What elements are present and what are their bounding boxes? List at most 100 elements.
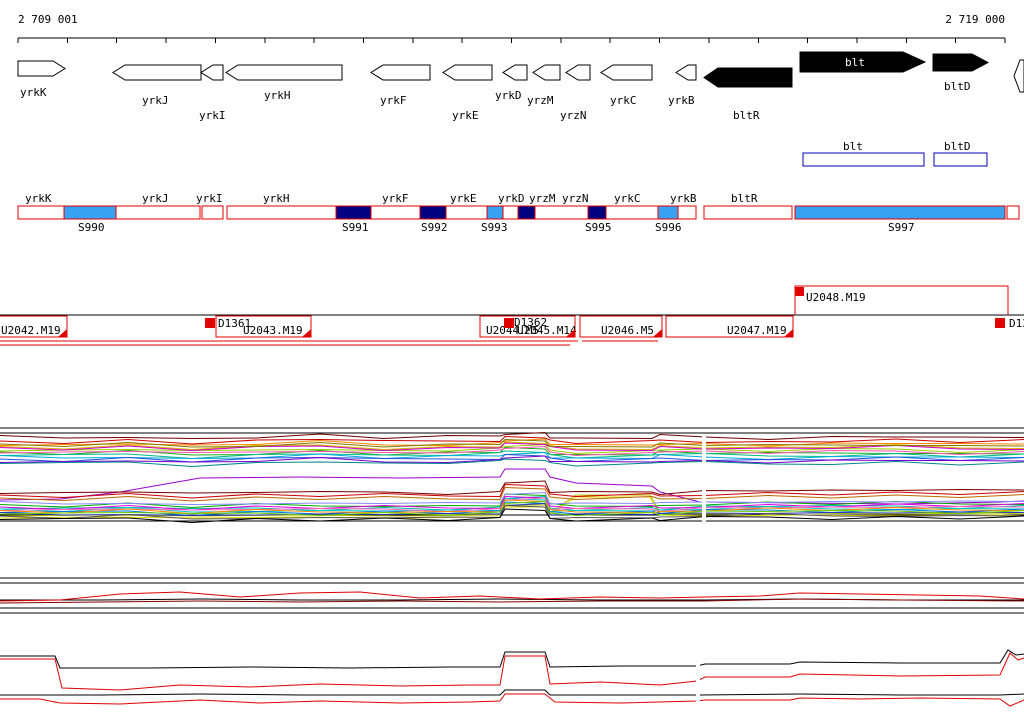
segment-box-10[interactable] <box>502 205 519 220</box>
segment-box-8[interactable] <box>445 205 488 220</box>
gene-arrow-yrkB[interactable] <box>675 64 697 81</box>
ratio-track-2-series-2 <box>0 689 1024 696</box>
gene-label-bltR: bltR <box>733 109 760 122</box>
gene-arrow-yrkJ[interactable] <box>112 64 202 81</box>
segment-gene-label-yrkK: yrkK <box>25 192 52 205</box>
probe-end-flag <box>566 329 575 337</box>
segment-gene-label-yrkJ: yrkJ <box>142 192 169 205</box>
expression-profiles-series-10 <box>0 442 1024 452</box>
expression-profiles-series-7 <box>0 451 1024 461</box>
gene-label-yrzM: yrzM <box>527 94 554 107</box>
segment-box-16[interactable] <box>677 205 697 220</box>
gene-arrow-yrzN[interactable] <box>565 64 591 81</box>
segment-gene-label-bltR: bltR <box>731 192 758 205</box>
probe-label-U2047.M19: U2047.M19 <box>727 324 787 337</box>
probe-box-U2047.M19[interactable] <box>665 315 794 338</box>
expression-profiles-series-28 <box>0 504 1024 520</box>
marker-box-D1361[interactable] <box>205 318 215 328</box>
segment-gene-label-yrkF: yrkF <box>382 192 409 205</box>
gene-label-bltD: bltD <box>944 80 971 93</box>
gene-arrow-yrkC[interactable] <box>600 64 653 81</box>
gene-arrow-yrzM[interactable] <box>532 64 561 81</box>
ratio-track-2-series-1 <box>0 652 1024 691</box>
expression-profiles-series-1 <box>0 435 1024 445</box>
clone-label-bltD: bltD <box>944 140 971 153</box>
clone-label-blt: blt <box>843 140 863 153</box>
gene-arrow-blt[interactable] <box>799 51 927 73</box>
probe-box-U2046.M5[interactable] <box>579 315 663 338</box>
elevated-probe-line <box>794 285 1009 315</box>
expression-profiles-series-25 <box>0 497 1024 513</box>
probe-label-U2043.M19: U2043.M19 <box>243 324 303 337</box>
probe-box-U2042.M19[interactable] <box>0 315 68 338</box>
probe-end-flag <box>653 329 662 337</box>
ruler-end-coordinate: 2 719 000 <box>945 13 1005 26</box>
probe-box-U2043.M19[interactable] <box>215 315 312 338</box>
probe-box-U2044.M5[interactable] <box>479 315 576 338</box>
probe-label-U2044.M5: U2044.M5 <box>486 324 539 337</box>
expression-profiles-series-5 <box>0 446 1024 456</box>
gene-arrow-yrkE[interactable] <box>442 64 493 81</box>
segment-label-S996: S996 <box>655 221 682 234</box>
clone-box-bltD[interactable] <box>933 152 988 167</box>
segment-box-15[interactable] <box>657 205 679 220</box>
segment-box-17[interactable] <box>703 205 793 220</box>
probe-label-U2042.M19: U2042.M19 <box>1 324 61 337</box>
segment-box-3[interactable] <box>201 205 224 220</box>
segment-box-11[interactable] <box>517 205 536 220</box>
expression-profiles-series-12 <box>0 438 1024 448</box>
segment-gene-label-yrzM: yrzM <box>529 192 556 205</box>
expression-profiles-series-30 <box>0 491 1024 506</box>
probe-end-flag <box>784 329 793 337</box>
clone-box-blt[interactable] <box>802 152 925 167</box>
gene-arrow-bltR[interactable] <box>703 67 793 88</box>
gene-arrow-yrkI[interactable] <box>200 64 224 81</box>
segment-box-5[interactable] <box>335 205 372 220</box>
segment-label-S990: S990 <box>78 221 105 234</box>
marker-box-D1362[interactable] <box>504 318 514 328</box>
elevated-probe-flag[interactable] <box>795 287 804 296</box>
probe-label-U2046.M5: U2046.M5 <box>601 324 654 337</box>
segment-box-7[interactable] <box>419 205 447 220</box>
gene-arrow-gene-fragment-right[interactable] <box>1013 59 1024 93</box>
ratio-track-2-series-0 <box>0 649 1024 669</box>
segment-gene-label-yrkC: yrkC <box>614 192 641 205</box>
segment-gene-label-yrkI: yrkI <box>196 192 223 205</box>
ratio-track-1-series-1 <box>0 598 1024 604</box>
expression-profiles-series-0 <box>0 431 1024 441</box>
gene-label-yrzN: yrzN <box>560 109 587 122</box>
segment-box-19[interactable] <box>1006 205 1020 220</box>
expression-profiles-series-2 <box>0 438 1024 447</box>
marker-label-D1362: D1362 <box>514 316 547 329</box>
gene-label-yrkI: yrkI <box>199 109 226 122</box>
probe-label-U2048.M19: U2048.M19 <box>806 291 866 304</box>
expression-profiles-series-9 <box>0 455 1024 464</box>
gene-arrow-yrkK[interactable] <box>17 60 66 77</box>
segment-box-0[interactable] <box>17 205 65 220</box>
segment-gene-label-yrkD: yrkD <box>498 192 525 205</box>
segment-gene-label-yrkE: yrkE <box>450 192 477 205</box>
gene-arrow-bltD[interactable] <box>932 53 990 72</box>
gene-arrow-yrkD[interactable] <box>502 64 528 81</box>
segment-box-13[interactable] <box>587 205 607 220</box>
segment-box-6[interactable] <box>370 205 421 220</box>
segment-box-18[interactable] <box>794 205 1006 220</box>
expression-profiles-series-18 <box>0 480 1024 496</box>
marker-label-D136: D136 <box>1009 317 1024 330</box>
segment-box-2[interactable] <box>115 205 201 220</box>
gene-label-yrkC: yrkC <box>610 94 637 107</box>
segment-box-1[interactable] <box>63 205 117 220</box>
segment-box-9[interactable] <box>486 205 504 220</box>
segment-gene-label-yrkH: yrkH <box>263 192 290 205</box>
ruler-start-coordinate: 2 709 001 <box>18 13 78 26</box>
gene-label-blt: blt <box>845 56 865 69</box>
segment-box-14[interactable] <box>605 205 659 220</box>
gene-arrow-yrkH[interactable] <box>225 64 343 81</box>
marker-box-D136[interactable] <box>995 318 1005 328</box>
probe-end-flag <box>302 329 311 337</box>
segment-box-4[interactable] <box>226 205 337 220</box>
segment-box-12[interactable] <box>534 205 589 220</box>
gene-arrow-yrkF[interactable] <box>370 64 431 81</box>
expression-profiles-series-3 <box>0 441 1024 451</box>
